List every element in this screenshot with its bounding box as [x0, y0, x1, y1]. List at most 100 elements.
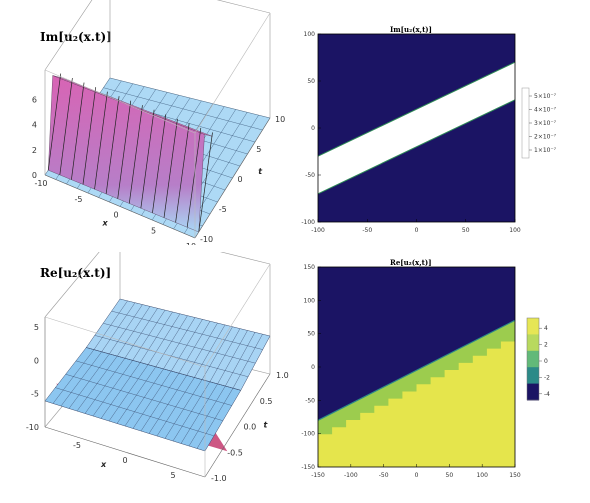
legend-label: 0: [544, 358, 548, 365]
y-tick-label: 0: [311, 364, 315, 371]
y-tick-label: 50: [307, 78, 315, 85]
ridge-mesh-line: [59, 78, 73, 175]
y-tick-label: -50: [305, 397, 315, 404]
t-tick-label: 5: [256, 145, 261, 154]
z-tick-label: 2: [32, 146, 37, 155]
surface-mesh-line: [103, 323, 256, 364]
y-tick-label: -100: [301, 219, 315, 226]
x-tick-label: -150: [311, 472, 325, 479]
surface-mesh-line: [103, 87, 263, 131]
x-tick-label: 10: [186, 242, 196, 245]
t-tick-label: 0.5: [260, 397, 273, 406]
contour-boundary: [317, 319, 516, 421]
x-tick-label: 5: [151, 226, 156, 235]
legend-frame: [526, 317, 540, 401]
ridge-mesh-line: [47, 73, 62, 171]
im-surface-panel: Im[u₂(x.t)] 0 2 4 6 -10 -5 0 5 10 -10 -5 0 5 10 x t: [0, 0, 290, 245]
t-tick-label: 1.0: [276, 371, 289, 380]
im-surface-plot: 0 2 4 6 -10 -5 0 5 10 -10 -5 0 5 10 x t: [32, 0, 285, 245]
y-tick-label: 0: [311, 125, 315, 132]
x-axis-label: x: [100, 460, 107, 469]
ridge-mesh-line: [198, 132, 213, 233]
y-tick-label: 150: [304, 264, 316, 271]
t-tick-label: -10: [200, 235, 213, 244]
t-tick-label: -5: [219, 205, 227, 214]
x-axis-label: x: [102, 218, 109, 227]
z-tick-label: 0: [32, 171, 37, 180]
x-tick-label: -100: [311, 227, 325, 234]
t-tick-label: 0: [238, 175, 243, 184]
box-edge: [44, 0, 93, 71]
y-tick-label: 100: [304, 297, 316, 304]
x-tick-label: 0: [113, 211, 118, 220]
im-contour-panel: Im[u₂(x,t)] -100 -50 0 50 100 100 50 0 -50 -100 5×…: [295, 0, 590, 245]
t-tick-label: -1.0: [211, 474, 227, 483]
ridge-mesh-line: [94, 91, 108, 190]
x-tick-label: 50: [462, 227, 470, 234]
x-tick-label: 50: [446, 472, 454, 479]
x-tick-label: -5: [73, 441, 81, 450]
box-edge: [44, 316, 206, 368]
ridge-mesh-line: [163, 118, 178, 218]
legend-swatch: [527, 350, 539, 368]
contour-green-band: [318, 320, 515, 435]
legend-label: 3×10⁻⁷: [534, 120, 557, 127]
x-tick-label: 150: [509, 472, 521, 479]
surface-mesh-line: [86, 347, 241, 391]
box-edge: [216, 0, 271, 14]
ridge-mesh-line: [175, 123, 190, 223]
legend-swatch: [527, 367, 539, 385]
t-tick-label: 0.0: [244, 423, 257, 432]
box-edge: [194, 12, 271, 134]
ridge-mesh-line: [186, 127, 202, 228]
z-tick-label: 6: [32, 95, 37, 104]
ridge-mesh-line: [71, 82, 85, 180]
box-edge: [220, 252, 271, 265]
y-tick-label: -100: [301, 431, 315, 438]
x-tick-label: 0: [122, 456, 127, 465]
re-contour-title: Re[u₂(x,t)]: [390, 258, 432, 267]
legend-swatch: [527, 318, 539, 335]
x-tick-label: 100: [509, 227, 521, 234]
im-contour-plot: -100 -50 0 50 100 100 50 0 -50 -100 5×10⁻⁷ 4×10⁻⁷ 3×…: [301, 31, 557, 234]
band-edge-line: [317, 61, 516, 157]
legend-label: 2×10⁻⁷: [534, 134, 557, 141]
legend-label: 1×10⁻⁷: [534, 147, 557, 154]
ridge-mesh-line: [128, 105, 143, 204]
y-tick-label: 100: [304, 31, 316, 38]
x-tick-label: 5: [170, 471, 175, 480]
legend-bar: [521, 87, 530, 159]
legend-swatch: [527, 383, 539, 401]
contour-fill-high: [318, 267, 515, 421]
t-axis-label: t: [264, 421, 269, 430]
t-tick-label: 10: [275, 115, 285, 124]
ridge-mesh-line: [82, 87, 97, 185]
z-tick-label: 0: [34, 356, 39, 365]
z-tick-label: 5: [34, 323, 39, 332]
x-tick-label: -50: [362, 227, 372, 234]
legend-label: 2: [544, 342, 548, 349]
surface-mesh-line: [75, 360, 232, 406]
surface-mesh-line: [55, 387, 214, 437]
x-tick-label: -100: [344, 472, 358, 479]
z-tick-label: -10: [26, 423, 39, 432]
box-edge: [204, 263, 271, 368]
ridge-mesh-line: [117, 100, 132, 199]
re-surface-title: Re[u₂(x.t)]: [40, 266, 112, 280]
z-tick-label: 4: [32, 121, 37, 130]
contour-band: [318, 62, 515, 194]
re-surface-plot: -10 -5 0 5 -5 0 5 -1.0 -0.5 0.0 0.5 1.0 x t: [26, 252, 289, 483]
ridge-mesh-line: [152, 114, 167, 214]
z-tick-label: -5: [31, 390, 39, 399]
legend-label: 5×10⁻⁷: [534, 93, 557, 100]
x-tick-label: 100: [476, 472, 488, 479]
im-contour-title: Im[u₂(x,t)]: [390, 25, 432, 34]
box-edge: [44, 252, 100, 318]
ridge-mesh-line: [105, 96, 120, 194]
legend-label: 4: [544, 325, 548, 332]
ridge-crest: [52, 75, 213, 137]
surface-mesh-line: [94, 335, 249, 377]
legend-label: -2: [544, 374, 550, 381]
y-tick-label: 50: [307, 331, 315, 338]
x-tick-label: -50: [379, 472, 389, 479]
